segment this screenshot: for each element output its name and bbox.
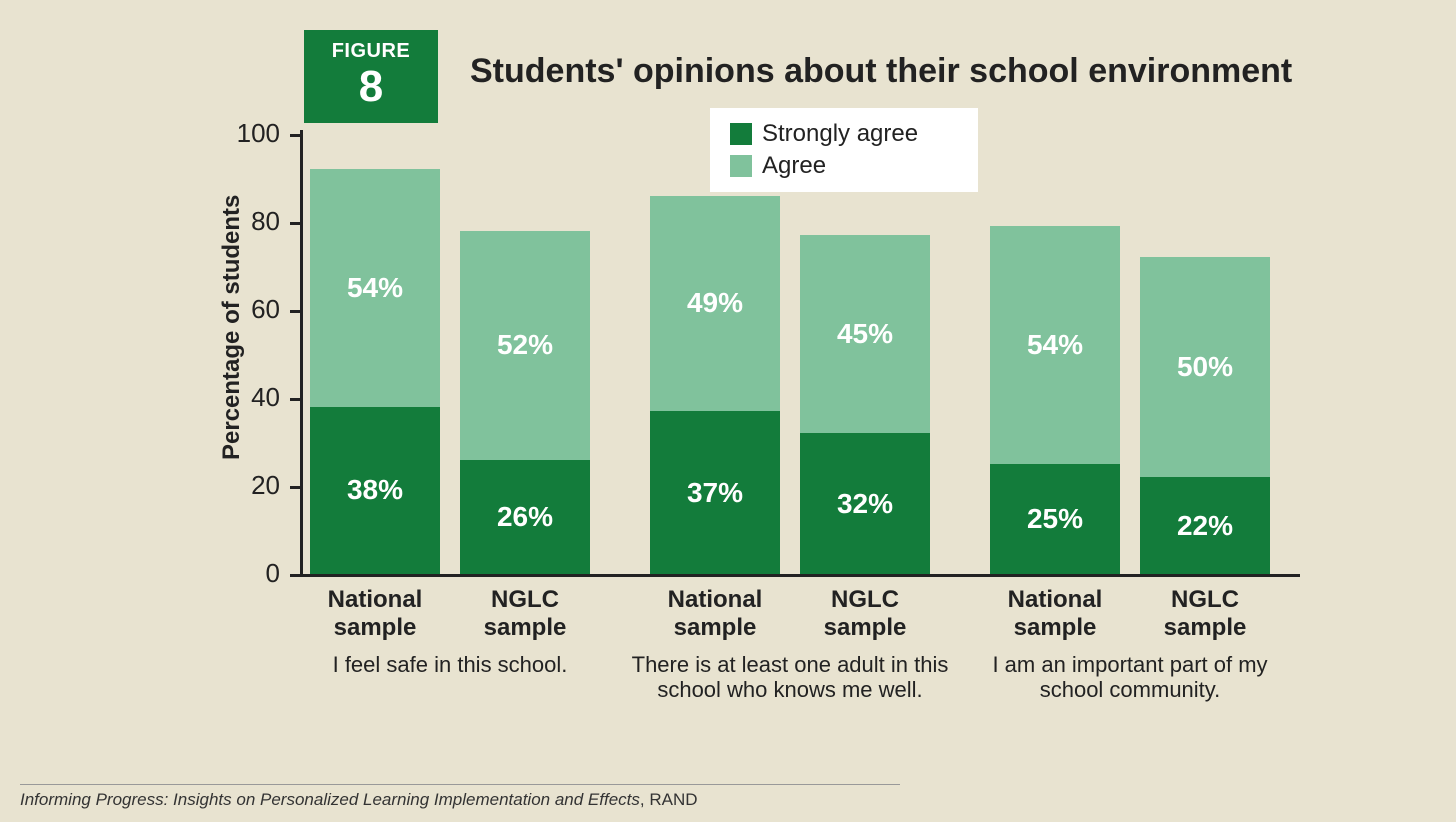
bar-value-agree: 54% <box>1027 329 1083 361</box>
y-tick-label: 40 <box>230 382 280 413</box>
bar-segment-agree: 52% <box>460 231 590 460</box>
bar-segment-strongly-agree: 26% <box>460 460 590 574</box>
bar-value-agree: 54% <box>347 272 403 304</box>
bar-segment-agree: 54% <box>990 226 1120 464</box>
x-group-question: I feel safe in this school. <box>290 652 610 677</box>
legend: Strongly agree Agree <box>710 108 978 192</box>
bar-segment-strongly-agree: 22% <box>1140 477 1270 574</box>
legend-item: Agree <box>730 152 918 180</box>
footer-citation: Informing Progress: Insights on Personal… <box>20 790 698 810</box>
bar-value-strongly-agree: 25% <box>1027 503 1083 535</box>
x-sample-label: NGLCsample <box>450 586 600 641</box>
y-tick-label: 20 <box>230 470 280 501</box>
y-tick-label: 0 <box>230 558 280 589</box>
x-group-question: I am an important part of my school comm… <box>970 652 1290 703</box>
figure-badge: FIGURE 8 <box>304 30 438 123</box>
chart-title: Students' opinions about their school en… <box>470 52 1292 91</box>
x-sample-label: Nationalsample <box>640 586 790 641</box>
bar-segment-agree: 49% <box>650 196 780 412</box>
bar-segment-strongly-agree: 25% <box>990 464 1120 574</box>
x-sample-label: NGLCsample <box>1130 586 1280 641</box>
x-sample-label: Nationalsample <box>300 586 450 641</box>
bar-value-strongly-agree: 32% <box>837 488 893 520</box>
bar-value-strongly-agree: 26% <box>497 501 553 533</box>
x-sample-label: NGLCsample <box>790 586 940 641</box>
bar-value-agree: 45% <box>837 318 893 350</box>
y-tick <box>290 134 300 137</box>
y-tick <box>290 222 300 225</box>
x-group-question: There is at least one adult in this scho… <box>630 652 950 703</box>
bar-value-agree: 52% <box>497 329 553 361</box>
bar-value-agree: 49% <box>687 287 743 319</box>
y-tick <box>290 486 300 489</box>
legend-swatch-agree <box>730 155 752 177</box>
bar-segment-strongly-agree: 37% <box>650 411 780 574</box>
legend-swatch-strongly-agree <box>730 123 752 145</box>
y-tick <box>290 398 300 401</box>
y-tick-label: 80 <box>230 206 280 237</box>
y-tick <box>290 310 300 313</box>
bar-segment-strongly-agree: 38% <box>310 407 440 574</box>
x-sample-label: Nationalsample <box>980 586 1130 641</box>
bar-segment-agree: 45% <box>800 235 930 433</box>
bar-value-agree: 50% <box>1177 351 1233 383</box>
y-tick <box>290 574 300 577</box>
legend-label: Agree <box>762 152 826 180</box>
bar-segment-strongly-agree: 32% <box>800 433 930 574</box>
bar-value-strongly-agree: 22% <box>1177 510 1233 542</box>
y-axis-line <box>300 130 303 574</box>
legend-item: Strongly agree <box>730 120 918 148</box>
bar-segment-agree: 50% <box>1140 257 1270 477</box>
x-axis-line <box>300 574 1300 577</box>
citation-title: Informing Progress: Insights on Personal… <box>20 790 640 809</box>
citation-source: , RAND <box>640 790 698 809</box>
legend-label: Strongly agree <box>762 120 918 148</box>
bar-value-strongly-agree: 37% <box>687 477 743 509</box>
y-tick-label: 100 <box>230 118 280 149</box>
y-tick-label: 60 <box>230 294 280 325</box>
bar-value-strongly-agree: 38% <box>347 474 403 506</box>
figure-number: 8 <box>328 65 414 109</box>
figure-label: FIGURE <box>328 40 414 63</box>
footer-rule <box>20 784 900 785</box>
bar-segment-agree: 54% <box>310 169 440 407</box>
